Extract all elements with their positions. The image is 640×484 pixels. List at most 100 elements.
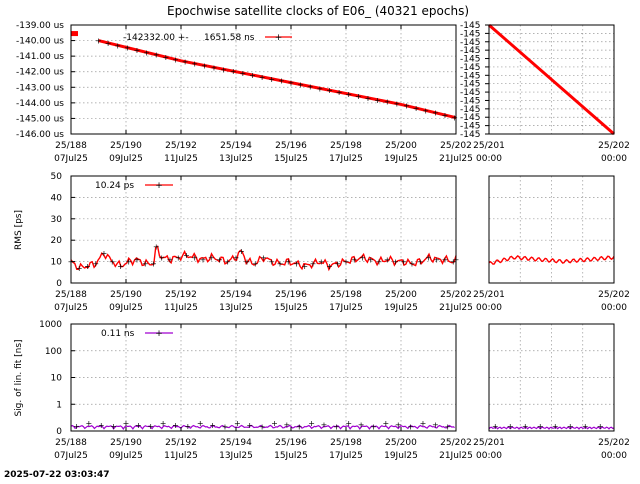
clock-panel-main: + + + + + + + + + + + + + + + + + + + + + + + + + + + + + + + + + + + + + + -… xyxy=(16,21,473,164)
x-tick-label-bottom: 07Jul25 xyxy=(54,154,88,164)
fit-point: + xyxy=(234,419,241,428)
x-tick-label-bottom: 11Jul25 xyxy=(164,451,198,461)
fit-point: + xyxy=(123,419,130,428)
x-tick-label-bottom: 07Jul25 xyxy=(54,303,88,313)
clock-point: + xyxy=(259,73,266,82)
rms-y-tick-label: 50 xyxy=(51,172,63,182)
rms-point: + xyxy=(268,258,275,267)
fit-legend-text: 0.11 ns xyxy=(101,329,135,339)
clock-point: + xyxy=(451,113,458,122)
clock-point: + xyxy=(336,88,343,97)
clock-legend: -142332.00 +- 1651.58 ns + xyxy=(123,33,292,43)
fit-panel-main: + + + + + + + + + + + + + + + + + + + + + + + + + + + + + + + 10001001… xyxy=(14,320,473,461)
x-tick-label-bottom: 00:00 xyxy=(601,451,627,461)
x-tick-label-bottom: 00:00 xyxy=(476,451,502,461)
rms-y-tick-label: 30 xyxy=(51,215,63,225)
rms-point: + xyxy=(101,249,108,258)
rms-point: + xyxy=(442,255,449,264)
x-tick-label-bottom: 13Jul25 xyxy=(219,154,253,164)
clock-zoom-y-tick-label: -145 xyxy=(460,88,480,98)
clock-legend-sigma: 1651.58 ns xyxy=(204,33,255,43)
clock-point: + xyxy=(240,69,247,78)
x-tick-label-bottom: 15Jul25 xyxy=(274,154,308,164)
clock-point: + xyxy=(114,41,121,50)
x-tick-label-bottom: 13Jul25 xyxy=(219,303,253,313)
rms-panel-zoom: 25/201 00:00 25/202 00:00 xyxy=(473,175,630,313)
rms-point: + xyxy=(343,258,350,267)
fit-point: + xyxy=(185,422,192,431)
clock-point: + xyxy=(384,98,391,107)
fit-zoom-point: + xyxy=(552,422,559,431)
fit-point: + xyxy=(296,422,303,431)
rms-point: + xyxy=(450,258,457,267)
fit-point: + xyxy=(222,422,229,431)
x-tick-label-bottom: 11Jul25 xyxy=(164,303,198,313)
fit-y-tick-label: 1000 xyxy=(39,320,62,330)
x-tick-label-top: 25/198 xyxy=(330,438,362,448)
x-tick-label-bottom: 00:00 xyxy=(476,303,502,313)
rms-zoom-line xyxy=(488,254,615,265)
rms-point: + xyxy=(167,255,174,264)
fit-zoom-point: + xyxy=(597,422,604,431)
clock-point: + xyxy=(365,94,372,103)
fit-point: + xyxy=(444,423,451,432)
clock-point: + xyxy=(297,81,304,90)
clock-point: + xyxy=(105,39,112,48)
fit-point: + xyxy=(197,419,204,428)
x-tick-label-bottom: 21Jul25 xyxy=(439,154,473,164)
fit-zoom-point: + xyxy=(567,422,574,431)
fit-point: + xyxy=(420,419,427,428)
fit-point: + xyxy=(383,419,390,428)
clock-point: + xyxy=(394,100,401,109)
clock-zoom-y-tick-label: -145 xyxy=(460,63,480,73)
clock-y-tick-label: -140.00 us xyxy=(16,37,64,47)
clock-point: + xyxy=(268,75,275,84)
x-tick-label-top: 25/202 xyxy=(598,141,630,151)
x-tick-label-top: 25/196 xyxy=(275,141,307,151)
fit-point: + xyxy=(370,423,377,432)
clock-zoom-y-tick-label: -145 xyxy=(460,96,480,106)
fit-point: + xyxy=(73,422,80,431)
clock-plot-frame xyxy=(70,24,457,135)
fit-zoom-point: + xyxy=(537,422,544,431)
clock-zoom-y-tick-label: -145 xyxy=(460,130,480,140)
clock-zoom-y-tick-label: -145 xyxy=(460,113,480,123)
fit-point: + xyxy=(110,422,117,431)
timestamp: 2025-07-22 03:03:47 xyxy=(4,470,109,480)
fit-point: + xyxy=(284,421,291,430)
rms-point: + xyxy=(76,264,83,273)
clock-point: + xyxy=(143,48,150,57)
fit-point: + xyxy=(172,421,179,430)
x-tick-label-bottom: 11Jul25 xyxy=(164,154,198,164)
clock-point: + xyxy=(163,53,170,62)
rms-point: + xyxy=(216,255,223,264)
x-tick-label-top: 25/202 xyxy=(598,290,630,300)
x-tick-label-top: 25/202 xyxy=(440,438,472,448)
fit-point: + xyxy=(432,421,439,430)
rms-point: + xyxy=(400,258,407,267)
fit-y-tick-label: 10 xyxy=(51,374,63,384)
rms-point: + xyxy=(277,260,284,269)
clock-point: + xyxy=(355,92,362,101)
rms-point: + xyxy=(359,253,366,262)
rms-y-tick-label: 40 xyxy=(51,193,63,203)
rms-point: + xyxy=(142,260,149,269)
x-tick-label-top: 25/190 xyxy=(110,290,142,300)
rms-point: + xyxy=(318,258,325,267)
clock-point: + xyxy=(288,79,295,88)
rms-point: + xyxy=(125,258,132,267)
rms-point: + xyxy=(384,255,391,264)
fit-zoom-point: + xyxy=(492,422,499,431)
x-tick-label-top: 25/190 xyxy=(110,438,142,448)
clock-panel-zoom: -145-145-145-145-145-145-145-145-145-145… xyxy=(460,21,630,164)
clock-point: + xyxy=(124,44,131,53)
rms-point: + xyxy=(392,258,399,267)
fit-zoom-frame xyxy=(488,323,615,432)
rms-point: + xyxy=(260,253,267,262)
rms-point: + xyxy=(233,253,240,262)
fit-point: + xyxy=(333,422,340,431)
rms-point: + xyxy=(326,262,333,271)
x-tick-label-bottom: 00:00 xyxy=(601,303,627,313)
rms-point: + xyxy=(191,253,198,262)
